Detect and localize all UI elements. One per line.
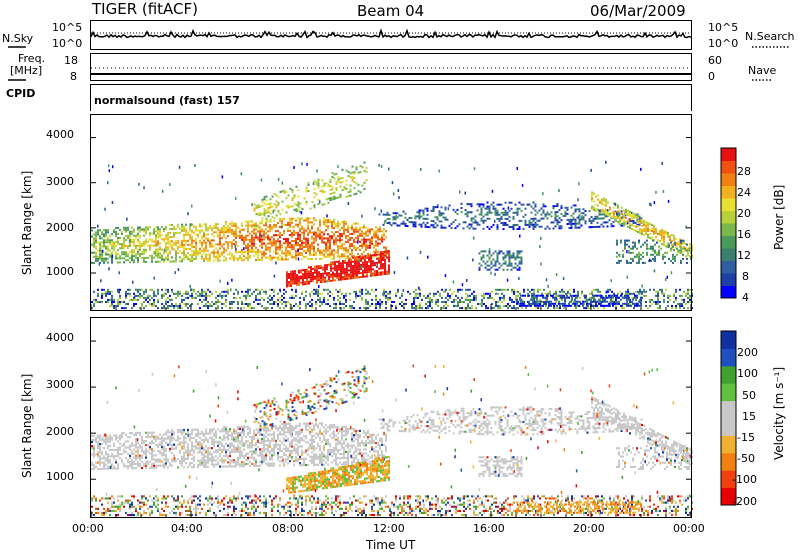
velocity-ytick-4000: 4000 — [46, 331, 74, 344]
xtick-2000: 20:00 — [573, 522, 605, 535]
power-cb-tick-4: 4 — [742, 291, 749, 304]
freq-right-tick-bottom: 0 — [708, 70, 715, 83]
power-echo-data — [91, 160, 693, 310]
power-cb-tick-20: 20 — [737, 207, 751, 220]
power-panel — [90, 114, 692, 311]
vel-cb-tick-m200: -200 — [732, 495, 757, 508]
velocity-panel — [90, 317, 692, 518]
vel-cb-tick-15: 15 — [742, 410, 756, 423]
velocity-echo-data — [91, 364, 693, 517]
noise-left-label: N.Sky — [2, 32, 34, 45]
noise-right-label: N.Search — [745, 30, 795, 43]
power-ytick-1000: 1000 — [46, 265, 74, 278]
noise-sky-line — [90, 28, 692, 39]
vel-cb-tick-100: 100 — [737, 367, 758, 380]
velocity-cb-label: Velocity [m s⁻¹] — [772, 366, 786, 460]
cpid-value: normalsound (fast) 157 — [94, 94, 240, 107]
cpid-label: CPID — [6, 87, 36, 100]
freq-left-tick-top: 18 — [64, 54, 78, 67]
xtick-1600: 16:00 — [473, 522, 505, 535]
velocity-ytick-2000: 2000 — [46, 425, 74, 438]
noise-right-tick-top: 10^5 — [708, 21, 739, 34]
cpid-panel — [90, 84, 692, 111]
freq-right-tick-top: 60 — [708, 54, 722, 67]
noise-left-tick-top: 10^5 — [52, 21, 83, 34]
vel-cb-tick-200: 200 — [737, 346, 758, 359]
xtick-0400: 04:00 — [171, 522, 203, 535]
xtick-0800: 08:00 — [272, 522, 304, 535]
xaxis-label: Time UT — [366, 538, 416, 552]
velocity-colorbar — [720, 330, 737, 506]
power-ylabel: Slant Range [km] — [20, 170, 34, 275]
date-title: 06/Mar/2009 — [590, 2, 686, 20]
velocity-ylabel: Slant Range [km] — [20, 373, 34, 478]
power-ytick-3000: 3000 — [46, 175, 74, 188]
vel-cb-tick-m50: -50 — [737, 452, 755, 465]
vel-cb-tick-m15: -15 — [737, 431, 755, 444]
station-title: TIGER (fitACF) — [92, 0, 199, 18]
velocity-ytick-3000: 3000 — [46, 378, 74, 391]
noise-right-tick-bottom: 10^0 — [708, 37, 739, 50]
freq-panel — [90, 53, 692, 81]
freq-left-tick-bottom: 8 — [70, 70, 77, 83]
power-cb-tick-24: 24 — [737, 186, 751, 199]
beam-title: Beam 04 — [357, 2, 425, 20]
freq-left-label-2: [MHz] — [10, 64, 43, 77]
nave-label: Nave — [748, 64, 777, 77]
power-ytick-2000: 2000 — [46, 221, 74, 234]
velocity-ytick-1000: 1000 — [46, 470, 74, 483]
power-cb-label: Power [dB] — [772, 184, 786, 250]
power-cb-tick-8: 8 — [742, 270, 749, 283]
noise-left-tick-bottom: 10^0 — [52, 37, 83, 50]
power-colorbar — [720, 147, 737, 299]
power-cb-tick-28: 28 — [737, 165, 751, 178]
xtick-0000: 00:00 — [72, 522, 104, 535]
noise-panel — [90, 20, 692, 50]
xtick-2400: 00:00 — [673, 522, 705, 535]
vel-cb-tick-m100: -100 — [732, 473, 757, 486]
vel-cb-tick-50: 50 — [742, 389, 756, 402]
xtick-1200: 12:00 — [373, 522, 405, 535]
power-cb-tick-16: 16 — [737, 228, 751, 241]
freq-left-label-1: Freq. — [18, 52, 46, 65]
power-ytick-4000: 4000 — [46, 128, 74, 141]
power-cb-tick-12: 12 — [737, 249, 751, 262]
